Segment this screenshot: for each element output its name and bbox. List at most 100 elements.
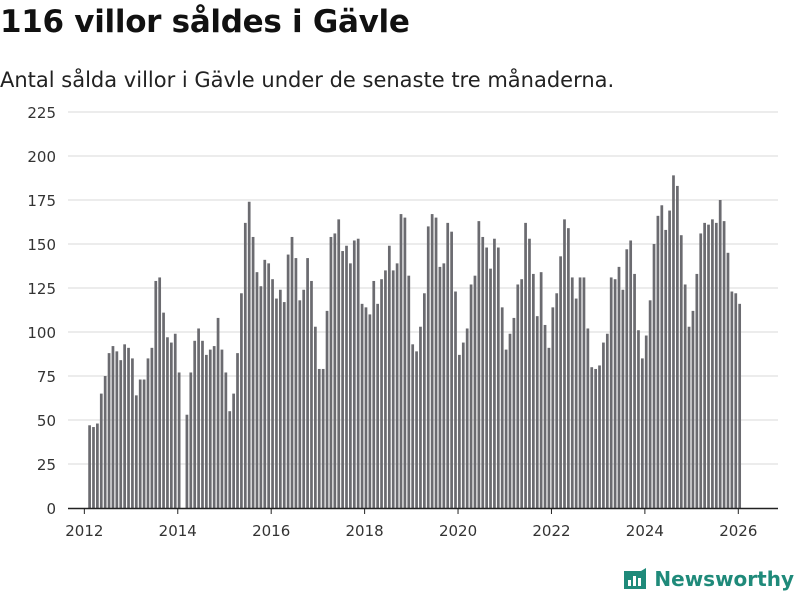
- bar: [107, 353, 111, 508]
- bar: [376, 303, 380, 508]
- x-tick-label: 2026: [719, 522, 757, 540]
- bar: [232, 393, 235, 508]
- bar: [298, 300, 302, 508]
- y-tick-label: 50: [37, 412, 56, 430]
- bar: [391, 270, 395, 508]
- bar: [255, 272, 259, 508]
- bar: [380, 279, 383, 508]
- bar: [672, 175, 675, 509]
- bar: [489, 268, 492, 508]
- bar: [434, 217, 438, 508]
- bar: [711, 219, 714, 509]
- bar: [695, 273, 699, 508]
- bar: [531, 273, 535, 508]
- y-axis-ticks: 0 25 50 75 100 125 150 175 200 225: [27, 104, 56, 518]
- bar: [551, 307, 555, 508]
- bar: [726, 252, 730, 508]
- bar: [208, 349, 212, 508]
- annotations: 116: [729, 0, 758, 18]
- bar: [633, 273, 636, 508]
- bar: [582, 277, 586, 508]
- x-tick-label: 2022: [532, 522, 570, 540]
- x-tick-label: 2024: [626, 522, 664, 540]
- bar: [524, 222, 527, 508]
- bar: [247, 201, 251, 508]
- bar: [570, 277, 574, 508]
- bar: [131, 358, 134, 508]
- bar: [714, 222, 718, 508]
- bar: [602, 342, 605, 508]
- annotation-label: 116: [729, 0, 758, 4]
- bar: [516, 284, 520, 508]
- bar: [177, 372, 181, 508]
- bar: [707, 224, 710, 508]
- bar: [356, 238, 360, 508]
- bar: [648, 300, 652, 508]
- bar: [590, 367, 594, 508]
- bar: [703, 222, 706, 508]
- bar: [625, 249, 629, 508]
- bar: [574, 298, 578, 508]
- y-tick-label: 125: [27, 280, 56, 298]
- bar: [508, 333, 512, 508]
- bar: [345, 245, 348, 508]
- x-tick-label: 2018: [346, 522, 384, 540]
- y-tick-label: 200: [27, 148, 56, 166]
- bar: [142, 379, 146, 508]
- bar: [446, 222, 450, 508]
- bar: [228, 411, 232, 508]
- brand-logo[interactable]: Newsworthy: [622, 566, 794, 592]
- bar: [387, 245, 391, 508]
- bar: [617, 266, 621, 508]
- bar: [559, 256, 562, 508]
- bar: [528, 238, 531, 508]
- bar: [103, 376, 107, 508]
- bar: [407, 275, 411, 508]
- bar: [691, 310, 695, 508]
- bar: [403, 217, 407, 508]
- bar: [314, 326, 317, 508]
- y-tick-label: 0: [46, 500, 56, 518]
- bar: [325, 310, 329, 508]
- bar: [166, 337, 169, 508]
- bar: [329, 236, 333, 508]
- bar: [364, 307, 368, 508]
- bar: [438, 266, 442, 508]
- bar: [158, 277, 162, 508]
- bar: [637, 330, 640, 508]
- y-tick-label: 225: [27, 104, 56, 122]
- bar: [469, 284, 473, 508]
- bar: [430, 214, 434, 508]
- bar: [146, 358, 150, 508]
- bar: [321, 368, 325, 508]
- bar: [236, 353, 239, 508]
- bar: [96, 423, 99, 508]
- bar: [458, 354, 461, 508]
- bar: [372, 280, 376, 508]
- bar: [189, 372, 193, 508]
- bar: [290, 236, 294, 508]
- bar: [302, 289, 306, 508]
- y-tick-label: 75: [37, 368, 56, 386]
- chart-subtitle: Antal sålda villor i Gävle under de sena…: [0, 68, 615, 92]
- bar: [500, 307, 504, 508]
- bar: [360, 303, 364, 508]
- bar: [341, 251, 344, 509]
- bar: [259, 286, 263, 508]
- bar: [134, 395, 138, 508]
- bar: [423, 293, 426, 508]
- bar: [267, 263, 271, 508]
- brand-name: Newsworthy: [654, 567, 794, 591]
- bar: [481, 236, 485, 508]
- bar: [119, 360, 123, 508]
- bar: [629, 240, 633, 509]
- y-tick-label: 150: [27, 236, 56, 254]
- bar: [271, 279, 274, 508]
- bar: [399, 214, 403, 508]
- bar: [660, 205, 664, 508]
- bar: [679, 235, 683, 508]
- bar: [384, 270, 387, 508]
- newsworthy-icon: [624, 568, 647, 589]
- bar: [493, 238, 496, 508]
- bar: [730, 291, 734, 508]
